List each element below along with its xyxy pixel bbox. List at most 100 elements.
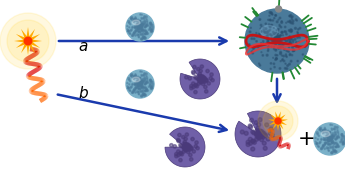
- Circle shape: [194, 83, 198, 87]
- Circle shape: [267, 30, 269, 32]
- Circle shape: [333, 143, 335, 145]
- Circle shape: [270, 27, 271, 28]
- Circle shape: [269, 34, 270, 35]
- Circle shape: [151, 86, 152, 87]
- Circle shape: [132, 84, 133, 85]
- Circle shape: [275, 54, 277, 56]
- Circle shape: [198, 74, 201, 77]
- Circle shape: [332, 136, 333, 138]
- Circle shape: [270, 63, 272, 64]
- Circle shape: [138, 22, 139, 24]
- Circle shape: [139, 84, 141, 86]
- Circle shape: [198, 78, 202, 82]
- Circle shape: [131, 91, 134, 93]
- Circle shape: [138, 94, 140, 95]
- Ellipse shape: [132, 77, 140, 82]
- Circle shape: [273, 33, 274, 35]
- Circle shape: [256, 35, 258, 37]
- Circle shape: [180, 153, 184, 156]
- Circle shape: [282, 59, 283, 60]
- Circle shape: [202, 77, 205, 81]
- Circle shape: [275, 42, 276, 43]
- Circle shape: [249, 125, 253, 129]
- Circle shape: [141, 29, 142, 30]
- Circle shape: [133, 33, 135, 35]
- Circle shape: [288, 30, 290, 31]
- Circle shape: [139, 21, 141, 23]
- Circle shape: [136, 80, 138, 82]
- Circle shape: [324, 144, 325, 145]
- Circle shape: [331, 152, 333, 154]
- Circle shape: [284, 49, 285, 50]
- Circle shape: [138, 88, 140, 90]
- Circle shape: [263, 41, 264, 42]
- Circle shape: [285, 63, 286, 64]
- Circle shape: [275, 39, 277, 40]
- Circle shape: [293, 50, 295, 51]
- Circle shape: [184, 143, 187, 146]
- Circle shape: [134, 19, 135, 20]
- Circle shape: [289, 53, 291, 55]
- Circle shape: [341, 136, 343, 137]
- Circle shape: [258, 101, 298, 141]
- Circle shape: [203, 80, 206, 83]
- Circle shape: [131, 76, 134, 78]
- Circle shape: [323, 139, 324, 140]
- Circle shape: [147, 33, 148, 34]
- Circle shape: [149, 22, 151, 24]
- Circle shape: [138, 88, 139, 89]
- Circle shape: [319, 141, 321, 143]
- Circle shape: [139, 81, 140, 82]
- Circle shape: [299, 41, 300, 42]
- Circle shape: [151, 24, 153, 26]
- Circle shape: [142, 30, 145, 32]
- Circle shape: [259, 65, 261, 66]
- Circle shape: [190, 84, 193, 88]
- Circle shape: [280, 61, 281, 62]
- Circle shape: [150, 26, 151, 28]
- Circle shape: [192, 71, 195, 75]
- Circle shape: [279, 38, 281, 40]
- Circle shape: [137, 87, 139, 88]
- Circle shape: [204, 85, 207, 89]
- Circle shape: [333, 128, 334, 130]
- Circle shape: [256, 126, 260, 130]
- Circle shape: [284, 67, 286, 69]
- Circle shape: [139, 27, 141, 29]
- Circle shape: [266, 54, 268, 56]
- Circle shape: [148, 86, 150, 88]
- Circle shape: [328, 136, 330, 139]
- Circle shape: [270, 43, 271, 44]
- Circle shape: [263, 26, 264, 28]
- Circle shape: [329, 139, 331, 141]
- Circle shape: [292, 54, 293, 56]
- Circle shape: [278, 48, 279, 49]
- Circle shape: [129, 32, 130, 34]
- Circle shape: [147, 81, 148, 83]
- Circle shape: [275, 43, 276, 44]
- Circle shape: [210, 73, 213, 76]
- Circle shape: [254, 47, 255, 48]
- Circle shape: [298, 48, 300, 49]
- Circle shape: [205, 90, 208, 93]
- Circle shape: [329, 138, 331, 140]
- Circle shape: [268, 38, 269, 40]
- Circle shape: [336, 142, 337, 144]
- Circle shape: [328, 137, 330, 139]
- Circle shape: [145, 31, 147, 33]
- Circle shape: [187, 144, 191, 148]
- Circle shape: [252, 131, 256, 135]
- Circle shape: [286, 40, 287, 42]
- Circle shape: [268, 49, 269, 50]
- Circle shape: [145, 27, 146, 28]
- Circle shape: [142, 25, 145, 27]
- Circle shape: [146, 26, 147, 27]
- Circle shape: [327, 144, 328, 145]
- Circle shape: [137, 30, 139, 31]
- Circle shape: [250, 118, 254, 122]
- Circle shape: [292, 39, 294, 41]
- Circle shape: [289, 42, 290, 44]
- Circle shape: [144, 90, 146, 92]
- Circle shape: [138, 26, 140, 28]
- Circle shape: [142, 37, 144, 39]
